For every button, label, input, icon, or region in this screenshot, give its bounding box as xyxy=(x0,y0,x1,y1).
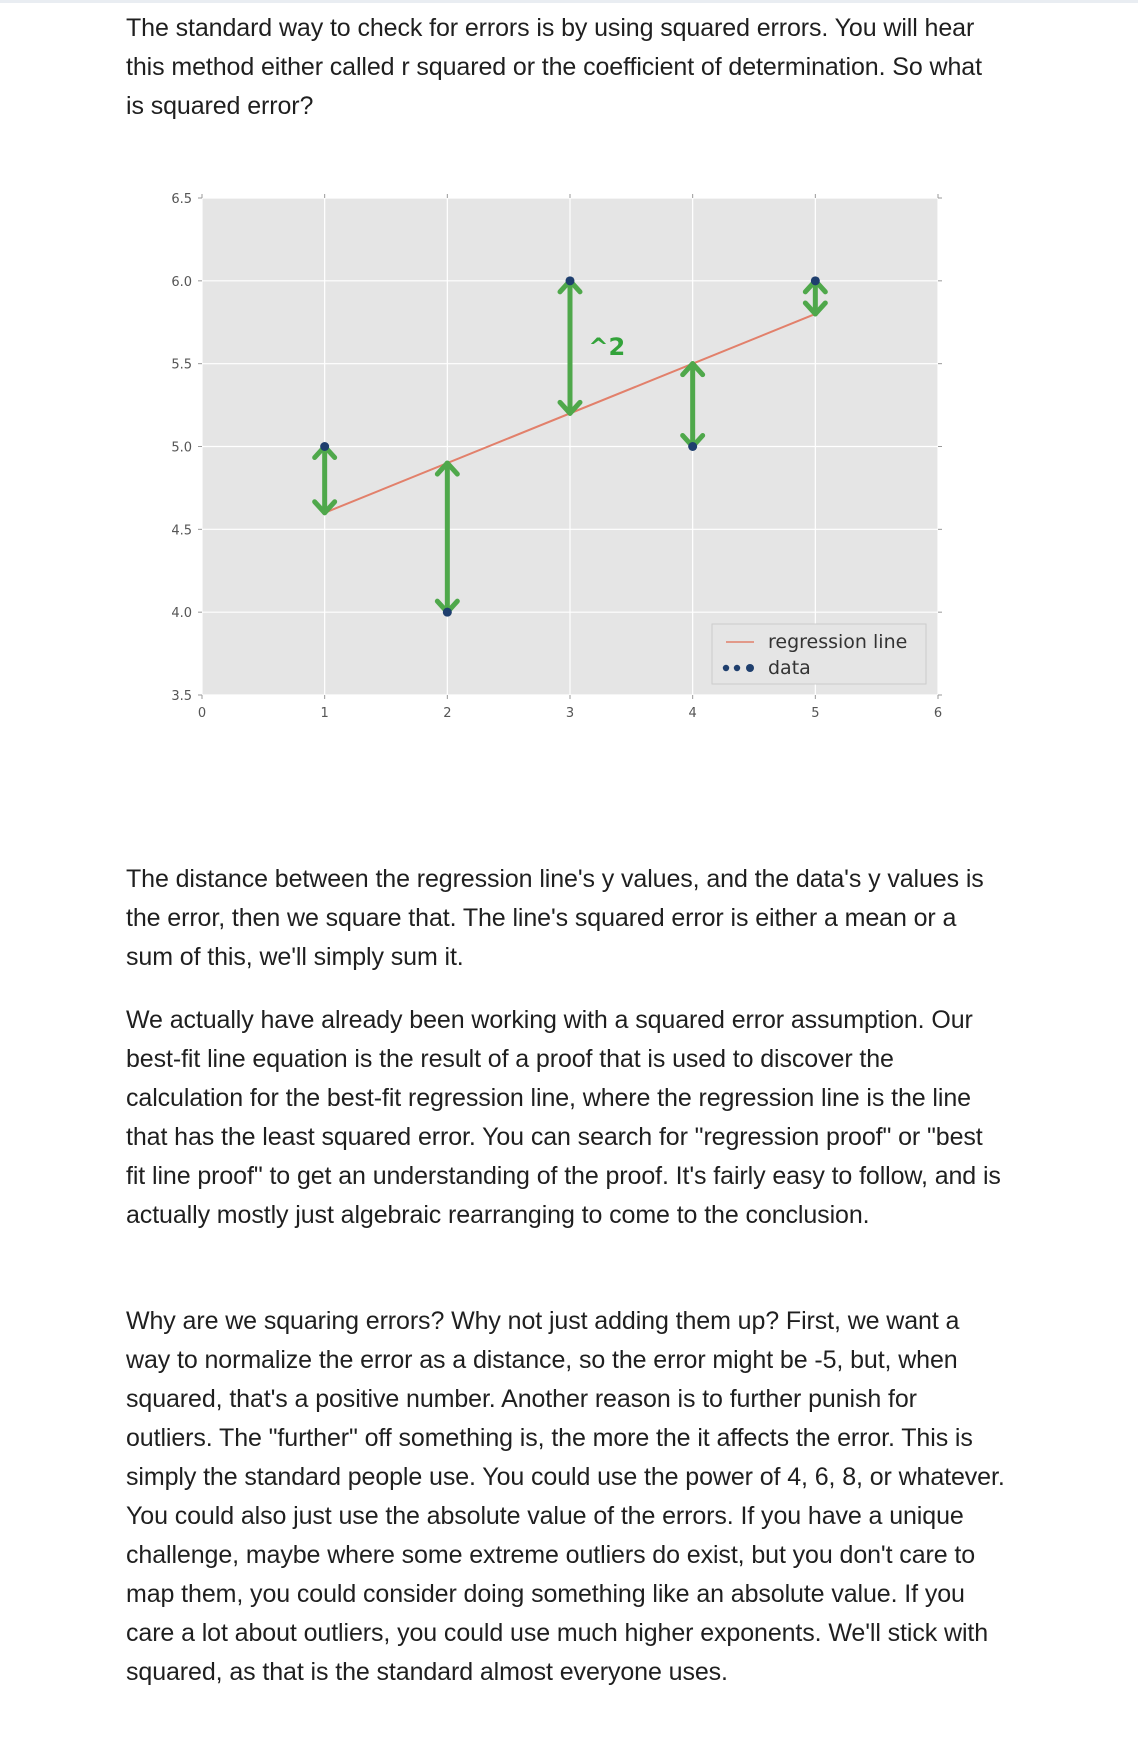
data-point xyxy=(442,607,452,617)
x-tick-label: 4 xyxy=(689,706,697,721)
x-tick-label: 0 xyxy=(198,706,206,721)
x-tick-label: 5 xyxy=(811,706,819,721)
chart-canvas: 0 1 2 3 4 5 6 3.5 4.0 4.5 5.0 5.5 6.0 6.5 ^2 regression… xyxy=(171,192,942,721)
data-point xyxy=(688,442,698,451)
legend-label-regression: regression line xyxy=(768,631,907,653)
data-point xyxy=(565,276,575,286)
legend-dot-swatch xyxy=(746,664,754,672)
legend-dot-swatch xyxy=(733,664,741,672)
paragraph-distance: The distance between the regression line… xyxy=(126,865,984,971)
paragraph-intro: The standard way to check for errors is … xyxy=(126,14,982,120)
squared-error-chart: 0 1 2 3 4 5 6 3.5 4.0 4.5 5.0 5.5 6.0 6.5 ^2 regression… xyxy=(150,180,950,800)
legend-box xyxy=(711,623,927,685)
y-tick-label: 6.5 xyxy=(171,192,192,207)
paragraph-proof: We actually have already been working wi… xyxy=(126,1006,1001,1229)
data-point xyxy=(810,276,820,286)
y-tick-label: 6.0 xyxy=(171,275,192,290)
x-tick-label: 1 xyxy=(321,706,329,721)
paragraph-why-square: Why are we squaring errors? Why not just… xyxy=(126,1307,1005,1686)
legend-label-data: data xyxy=(768,657,811,679)
top-divider xyxy=(0,0,1138,3)
x-tick-label: 2 xyxy=(443,706,451,721)
y-tick-label: 3.5 xyxy=(171,689,192,704)
y-tick-label: 4.5 xyxy=(171,523,192,538)
data-point xyxy=(320,442,330,451)
y-tick-label: 5.5 xyxy=(171,358,192,373)
y-tick-label: 5.0 xyxy=(171,441,192,456)
legend-dot-swatch xyxy=(722,664,730,672)
x-tick-label: 6 xyxy=(934,706,942,721)
y-tick-label: 4.0 xyxy=(171,606,192,621)
squared-annotation: ^2 xyxy=(588,333,625,361)
x-tick-label: 3 xyxy=(566,706,574,721)
